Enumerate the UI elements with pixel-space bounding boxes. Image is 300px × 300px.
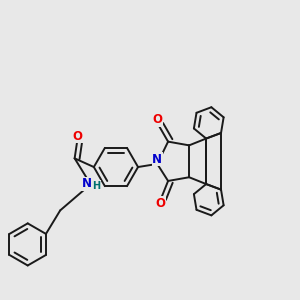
Text: N: N: [82, 177, 92, 190]
Text: N: N: [152, 153, 162, 166]
Text: O: O: [72, 130, 82, 142]
Text: O: O: [156, 197, 166, 210]
Text: H: H: [92, 181, 101, 190]
Text: O: O: [153, 113, 163, 127]
